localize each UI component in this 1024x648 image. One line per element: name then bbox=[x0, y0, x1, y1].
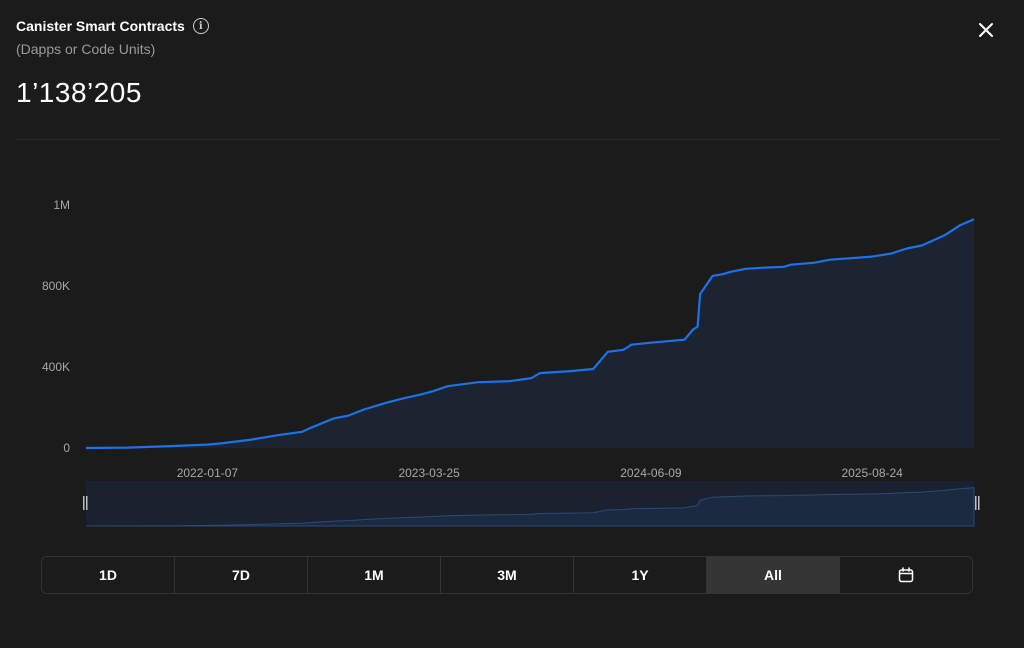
range-button-1m[interactable]: 1M bbox=[308, 557, 441, 593]
range-button-label: 1D bbox=[99, 567, 117, 583]
y-tick-label: 400K bbox=[42, 360, 70, 374]
series-area bbox=[86, 219, 974, 448]
y-tick-label: 800K bbox=[42, 279, 70, 293]
range-button-1d[interactable]: 1D bbox=[42, 557, 175, 593]
header-divider bbox=[16, 139, 1000, 140]
close-button[interactable] bbox=[976, 20, 996, 40]
current-value: 1’138’205 bbox=[16, 77, 142, 108]
drag-handle-right[interactable] bbox=[975, 496, 980, 510]
range-button-label: 3M bbox=[497, 567, 517, 583]
range-button-1y[interactable]: 1Y bbox=[574, 557, 707, 593]
range-selector: 1D 7D 1M 3M 1Y All bbox=[41, 556, 973, 594]
calendar-icon bbox=[898, 567, 914, 583]
range-button-7d[interactable]: 7D bbox=[175, 557, 308, 593]
drag-handle-left[interactable] bbox=[83, 496, 88, 510]
cumulative-contracts-chart: 0 400K 800K 1M 2022-01-07 2023-03-25 2024-06-… bbox=[42, 198, 980, 527]
x-tick-label: 2022-01-07 bbox=[177, 466, 239, 480]
main-plot bbox=[85, 218, 975, 450]
chart-title: Canister Smart Contracts bbox=[16, 18, 185, 34]
date-picker-button[interactable] bbox=[840, 557, 972, 593]
chart-header: Canister Smart Contracts i (Dapps or Cod… bbox=[16, 18, 209, 109]
title-row: Canister Smart Contracts i bbox=[16, 18, 209, 34]
close-icon bbox=[979, 23, 993, 37]
range-button-all[interactable]: All bbox=[707, 557, 840, 593]
range-button-label: 1M bbox=[364, 567, 384, 583]
range-button-label: 7D bbox=[232, 567, 250, 583]
info-icon[interactable]: i bbox=[192, 18, 209, 34]
range-navigator[interactable] bbox=[83, 481, 980, 527]
range-button-label: All bbox=[764, 567, 782, 583]
range-button-3m[interactable]: 3M bbox=[441, 557, 574, 593]
chart-subtitle: (Dapps or Code Units) bbox=[16, 41, 156, 57]
x-tick-label: 2023-03-25 bbox=[398, 466, 460, 480]
series-line bbox=[85, 218, 975, 450]
y-tick-label: 0 bbox=[63, 441, 70, 455]
navigator-series bbox=[85, 487, 975, 527]
x-axis: 2022-01-07 2023-03-25 2024-06-09 2025-08-24 bbox=[177, 466, 903, 480]
y-axis: 0 400K 800K 1M bbox=[42, 198, 70, 455]
y-tick-label: 1M bbox=[53, 198, 70, 212]
x-tick-label: 2025-08-24 bbox=[841, 466, 903, 480]
x-tick-label: 2024-06-09 bbox=[620, 466, 682, 480]
range-button-label: 1Y bbox=[631, 567, 649, 583]
